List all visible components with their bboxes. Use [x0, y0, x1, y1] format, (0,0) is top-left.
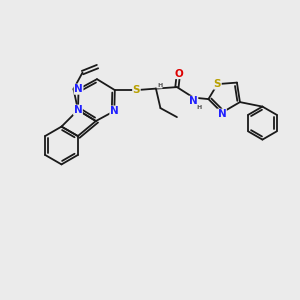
Text: N: N: [110, 106, 119, 116]
Text: N: N: [189, 96, 198, 106]
Text: N: N: [74, 105, 82, 115]
Text: O: O: [174, 69, 183, 79]
Text: H: H: [157, 83, 162, 88]
Text: H: H: [197, 105, 202, 110]
Text: S: S: [133, 85, 140, 95]
Text: S: S: [214, 79, 221, 89]
Text: N: N: [74, 84, 83, 94]
Text: N: N: [218, 109, 226, 119]
